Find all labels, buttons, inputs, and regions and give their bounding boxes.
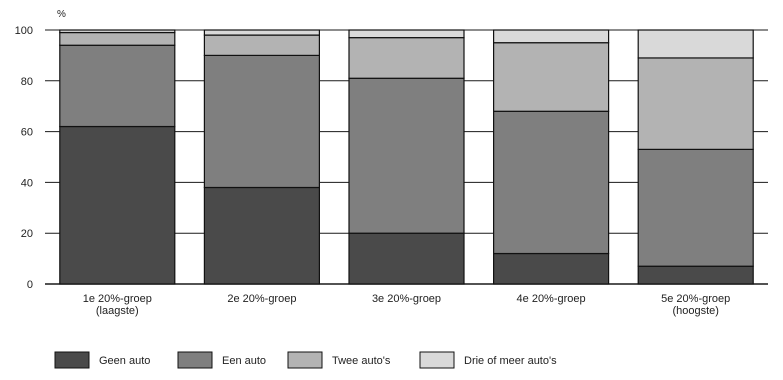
y-tick-label: 60	[21, 127, 33, 139]
bar-segment	[637, 29, 754, 59]
bar-segment	[493, 29, 610, 44]
y-tick-label: 40	[21, 177, 33, 189]
legend-label: Geen auto	[99, 355, 150, 367]
legend: Geen auto Een auto Twee auto's Drie of meer…	[54, 351, 557, 369]
bar-segment	[348, 77, 465, 234]
legend-label: Twee auto's	[332, 355, 391, 367]
bar-segment	[59, 29, 176, 34]
legend-swatch	[54, 351, 90, 369]
legend-swatch	[419, 351, 455, 369]
legend-swatch	[177, 351, 213, 369]
x-tick-label: 5e 20%-groep (hoogste)	[661, 293, 730, 317]
bar-segment	[348, 37, 465, 79]
bar-segment	[348, 232, 465, 285]
y-tick-label: 20	[21, 228, 33, 240]
bar-segment	[493, 252, 610, 285]
legend-swatch	[287, 351, 323, 369]
category-labels: 1e 20%-groep (laagste) 2e 20%-groep 3e 20%-…	[83, 293, 731, 317]
axis-layer: % 0 20 40 60 80 100	[15, 9, 66, 291]
bar-segment	[637, 265, 754, 285]
bar-segment	[348, 29, 465, 39]
bar-segment	[203, 29, 320, 36]
legend-label: Drie of meer auto's	[464, 355, 557, 367]
bar-segment	[637, 148, 754, 267]
x-tick-label: 1e 20%-groep (laagste)	[83, 293, 152, 317]
y-tick-label: 0	[27, 279, 33, 291]
x-tick-label: 2e 20%-groep	[227, 293, 296, 305]
bar-segment	[203, 34, 320, 57]
bar-segment	[637, 57, 754, 150]
x-tick-label: 3e 20%-groep	[372, 293, 441, 305]
bar-segment	[59, 31, 176, 46]
legend-label: Een auto	[222, 355, 266, 367]
bar-segment	[203, 186, 320, 285]
bar-segment	[59, 125, 176, 285]
bar-layer	[59, 29, 754, 285]
y-tick-label: 80	[21, 76, 33, 88]
bar-segment	[203, 54, 320, 189]
bar-segment	[59, 44, 176, 128]
bar-segment	[493, 110, 610, 255]
x-tick-label: 4e 20%-groep	[517, 293, 586, 305]
y-unit-label: %	[57, 9, 66, 20]
bar-segment	[493, 42, 610, 112]
y-tick-label: 100	[15, 25, 33, 37]
